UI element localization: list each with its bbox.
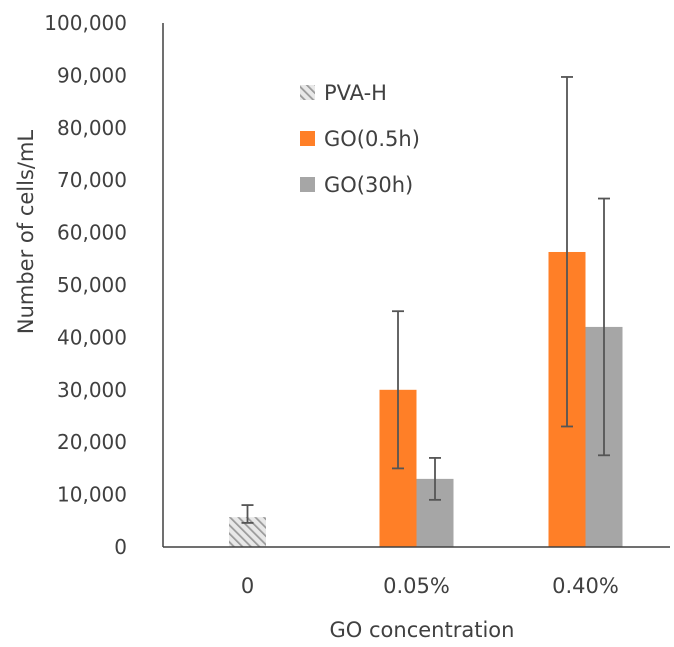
error-bars bbox=[241, 76, 610, 524]
legend-swatch bbox=[300, 177, 315, 192]
x-axis-category-labels: 0 0.05% 0.40% bbox=[241, 574, 619, 598]
x-tick-label: 0.05% bbox=[383, 574, 450, 598]
y-tick-label: 0 bbox=[114, 535, 127, 559]
error-bar bbox=[561, 76, 573, 428]
legend: PVA-H GO(0.5h) GO(30h) bbox=[300, 81, 420, 197]
y-tick-label: 60,000 bbox=[57, 221, 127, 245]
error-bar bbox=[392, 310, 404, 470]
y-tick-label: 50,000 bbox=[57, 273, 127, 297]
y-axis-tick-labels: 0 10,000 20,000 30,000 40,000 50,000 60,000 70,… bbox=[44, 11, 127, 559]
y-axis-title: Number of cells/mL bbox=[14, 130, 38, 335]
y-tick-label: 80,000 bbox=[57, 116, 127, 140]
y-tick-label: 10,000 bbox=[57, 483, 127, 507]
error-bar bbox=[241, 504, 254, 524]
error-bar bbox=[598, 197, 610, 457]
y-tick-label: 40,000 bbox=[57, 325, 127, 349]
x-tick-label: 0 bbox=[241, 574, 254, 598]
y-tick-label: 30,000 bbox=[57, 378, 127, 402]
bars bbox=[229, 251, 623, 547]
y-tick-label: 70,000 bbox=[57, 168, 127, 192]
y-tick-label: 20,000 bbox=[57, 430, 127, 454]
legend-swatch bbox=[300, 131, 315, 146]
x-axis-title: GO concentration bbox=[330, 618, 515, 642]
x-tick-label: 0.40% bbox=[552, 574, 619, 598]
y-tick-label: 90,000 bbox=[57, 63, 127, 87]
legend-label: PVA-H bbox=[324, 81, 387, 105]
legend-swatch bbox=[300, 85, 315, 100]
legend-label: GO(30h) bbox=[324, 173, 413, 197]
legend-label: GO(0.5h) bbox=[324, 127, 420, 151]
y-tick-label: 100,000 bbox=[44, 11, 127, 35]
error-bar bbox=[429, 457, 441, 501]
